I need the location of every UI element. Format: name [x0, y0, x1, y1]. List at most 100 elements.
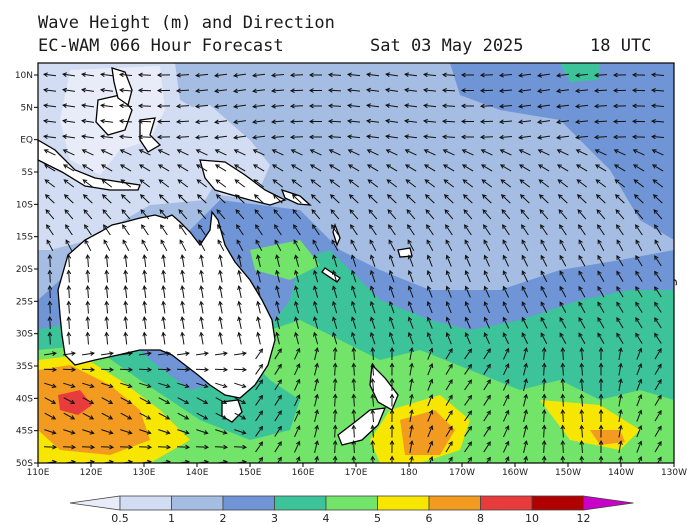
direction-arrow	[194, 119, 209, 125]
direction-arrow	[480, 164, 493, 172]
direction-arrow	[215, 397, 228, 404]
direction-arrow	[175, 103, 190, 109]
direction-arrow	[218, 254, 223, 267]
direction-arrow	[579, 362, 585, 376]
direction-arrow	[104, 331, 110, 345]
direction-arrow	[237, 269, 242, 283]
scale-segment	[531, 495, 584, 511]
direction-arrow	[521, 254, 529, 267]
direction-arrow	[138, 367, 153, 372]
direction-arrow	[407, 316, 414, 329]
direction-arrow	[559, 254, 567, 267]
direction-arrow	[653, 209, 663, 220]
direction-arrow	[179, 239, 187, 252]
direction-arrow	[122, 239, 130, 252]
direction-arrow	[156, 134, 171, 140]
direction-arrow	[559, 316, 567, 329]
direction-arrow	[445, 409, 453, 422]
direction-arrow	[63, 194, 74, 204]
direction-arrow	[270, 72, 285, 78]
direction-arrow	[404, 72, 418, 77]
direction-arrow	[480, 149, 493, 156]
direction-arrow	[635, 239, 643, 252]
direction-arrow	[388, 285, 395, 298]
direction-arrow	[523, 440, 528, 453]
direction-arrow	[253, 179, 265, 188]
direction-arrow	[575, 149, 588, 156]
direction-arrow	[199, 254, 204, 267]
direction-arrow	[119, 149, 132, 156]
direction-arrow	[255, 441, 264, 453]
direction-arrow	[635, 270, 643, 282]
direction-arrow	[233, 119, 247, 125]
direction-arrow	[290, 149, 303, 156]
direction-arrow	[216, 209, 226, 220]
direction-arrow	[84, 224, 92, 236]
direction-arrow	[118, 118, 133, 124]
direction-arrow	[199, 331, 204, 345]
direction-arrow	[503, 440, 510, 453]
direction-arrow	[43, 118, 57, 124]
direction-arrow	[195, 164, 208, 172]
direction-arrow	[234, 382, 247, 389]
direction-arrow	[62, 134, 76, 139]
direction-arrow	[503, 409, 510, 422]
direction-arrow	[540, 285, 548, 298]
direction-arrow	[427, 378, 434, 391]
direction-arrow	[43, 134, 57, 140]
direction-arrow	[616, 239, 624, 252]
direction-arrow	[518, 134, 532, 140]
direction-arrow	[100, 134, 114, 140]
direction-arrow	[142, 300, 147, 314]
direction-arrow	[618, 362, 623, 376]
direction-arrow	[559, 332, 567, 345]
lon-tick-label: 130E	[133, 468, 156, 478]
direction-arrow	[560, 424, 566, 438]
direction-arrow	[214, 119, 228, 125]
direction-arrow	[180, 285, 185, 299]
direction-arrow	[63, 429, 76, 435]
direction-arrow	[294, 378, 301, 391]
direction-arrow	[64, 209, 74, 220]
direction-arrow	[275, 300, 280, 314]
direction-arrow	[464, 410, 473, 422]
direction-arrow	[575, 119, 589, 125]
direction-arrow	[270, 103, 285, 109]
direction-arrow	[289, 103, 304, 109]
direction-arrow	[175, 119, 190, 125]
direction-arrow	[63, 397, 76, 404]
direction-arrow	[385, 118, 399, 124]
direction-arrow	[199, 269, 204, 283]
direction-arrow	[350, 239, 358, 252]
direction-arrow	[578, 224, 586, 236]
lat-tick-label: 20S	[16, 265, 33, 275]
direction-arrow	[483, 285, 490, 298]
direction-arrow	[616, 285, 624, 298]
sulawesi-landmass	[139, 117, 162, 153]
direction-arrow	[370, 393, 376, 407]
direction-arrow	[289, 119, 304, 124]
java-sumatra-landmass	[38, 139, 141, 191]
direction-arrow	[631, 88, 646, 93]
direction-arrow	[81, 149, 94, 156]
direction-arrow	[84, 239, 92, 252]
direction-arrow	[314, 378, 319, 391]
direction-arrow	[598, 362, 604, 376]
direction-arrow	[314, 440, 319, 453]
direction-arrow	[158, 397, 171, 404]
direction-arrow	[445, 316, 452, 329]
scale-segment	[377, 495, 430, 511]
direction-arrow	[631, 103, 646, 109]
direction-arrow	[309, 149, 322, 156]
direction-arrow	[327, 103, 342, 109]
direction-arrow	[214, 164, 227, 172]
direction-arrow	[498, 119, 513, 125]
direction-arrow	[218, 269, 223, 283]
direction-arrow	[519, 194, 530, 204]
scale-label: 12	[577, 512, 591, 525]
direction-arrow	[556, 149, 569, 156]
lon-tick-label: 180	[400, 468, 417, 478]
direction-arrow	[157, 149, 170, 156]
direction-arrow	[594, 164, 607, 172]
direction-arrow	[160, 239, 168, 252]
